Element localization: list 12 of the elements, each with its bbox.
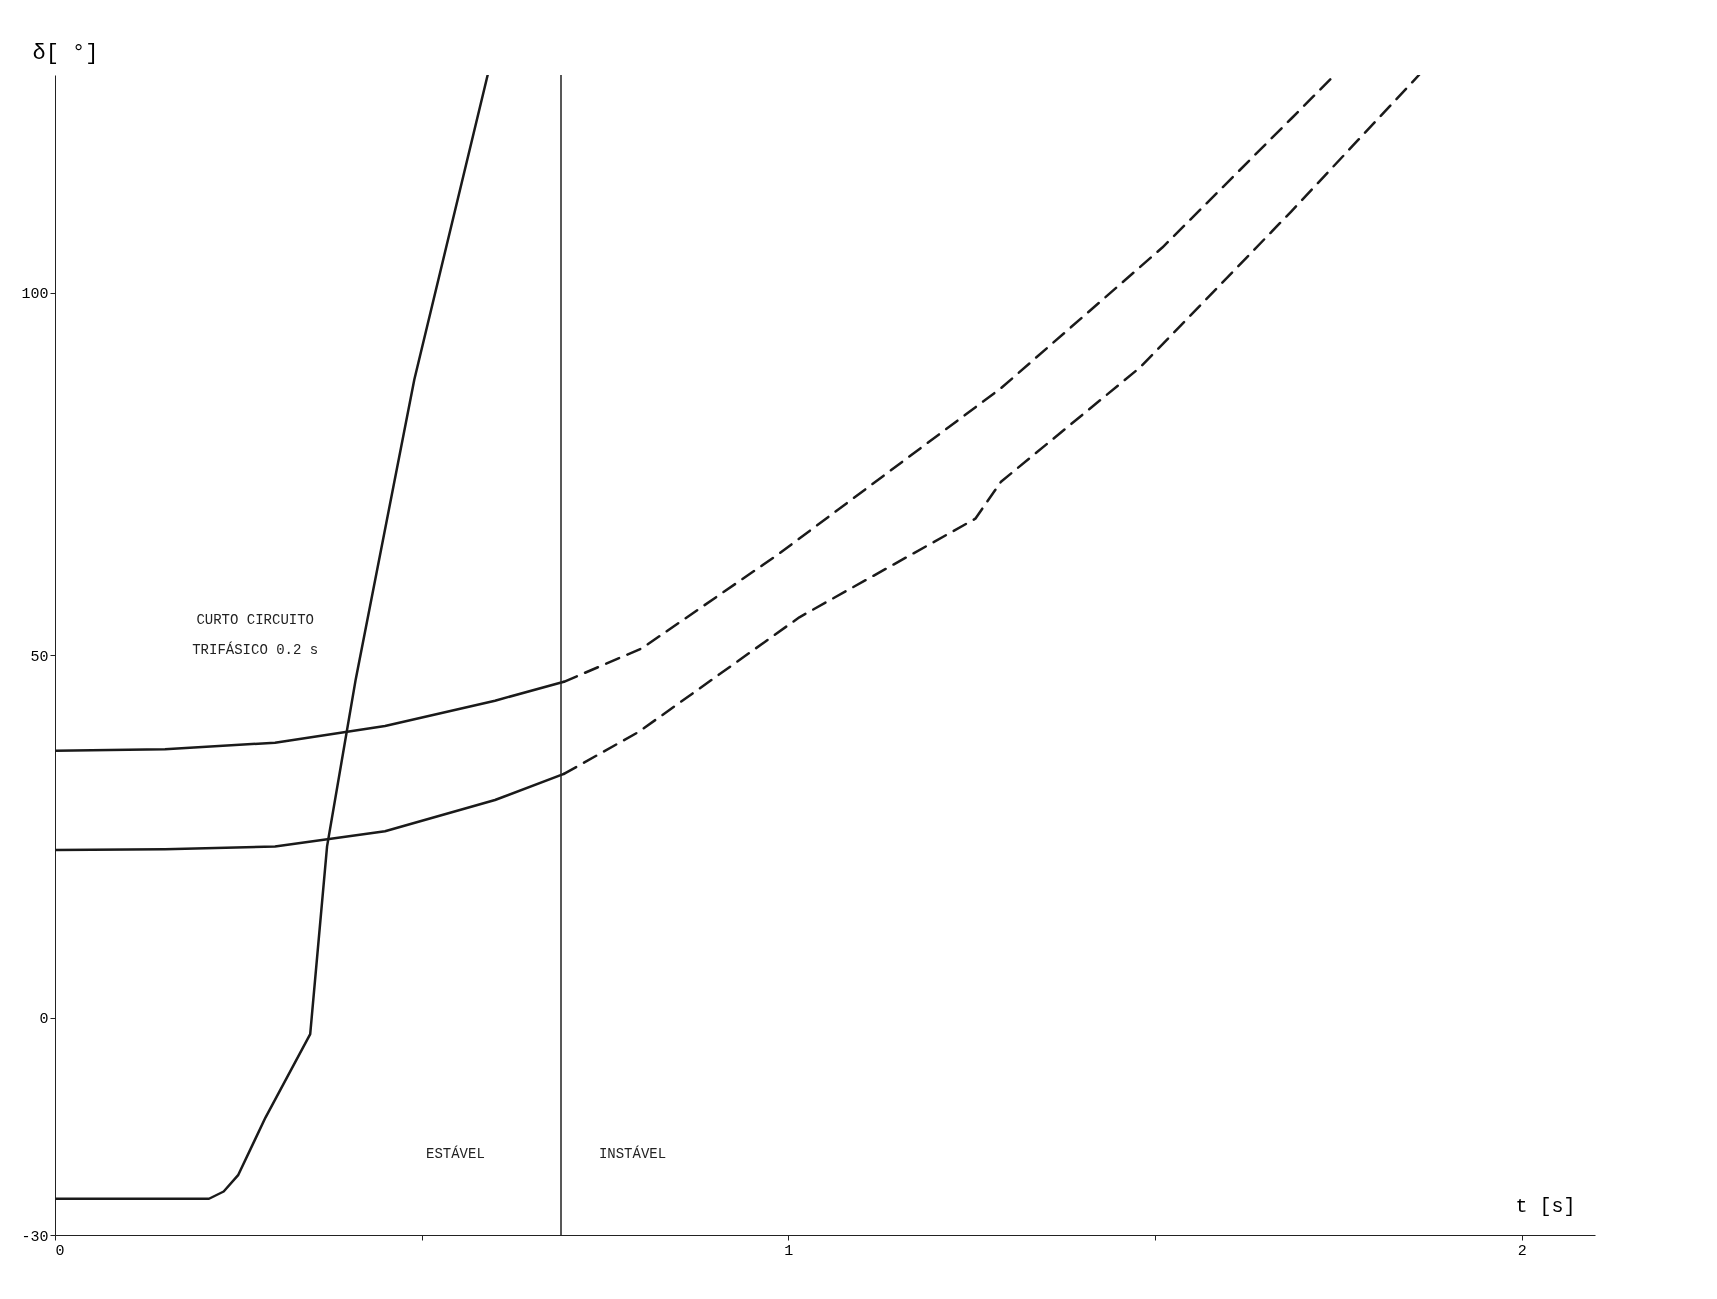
x-tick-label: 1 — [784, 1242, 794, 1260]
y-axis-title: δ[ °] — [32, 40, 99, 66]
y-tick-label: 100 — [21, 286, 49, 303]
annotation: ESTÁVEL — [425, 1144, 485, 1162]
x-tick-label: 2 — [1517, 1242, 1527, 1260]
y-tick-label: -30 — [21, 1228, 49, 1246]
x-tick-label: 0 — [55, 1242, 65, 1260]
annotation: CURTO CIRCUITO TRIFÁSICO 0.2 s — [192, 612, 319, 659]
y-tick-label: 0 — [39, 1011, 49, 1028]
y-tick-label: 50 — [30, 648, 49, 666]
x-axis-title: t [s] — [1515, 1194, 1576, 1218]
annotation: INSTÁVEL — [598, 1144, 667, 1162]
